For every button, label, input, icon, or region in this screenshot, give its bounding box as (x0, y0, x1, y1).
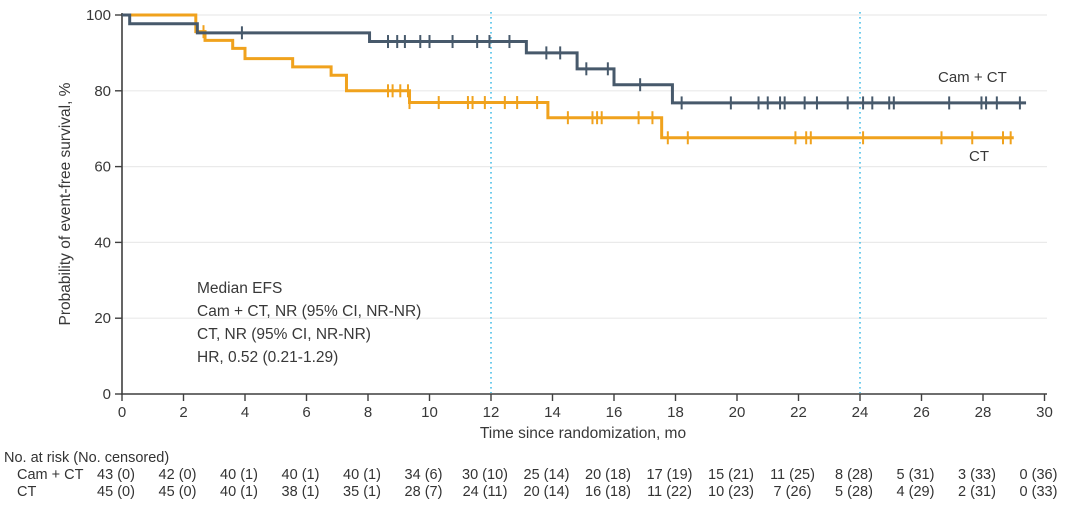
risk-value: 5 (28) (835, 484, 873, 500)
risk-value: 5 (31) (896, 467, 935, 483)
x-tick-label: 6 (302, 404, 310, 421)
annotation-line-1: Median EFS (197, 280, 283, 297)
risk-row-label: Cam + CT (17, 467, 84, 483)
y-tick-label: 60 (94, 159, 111, 176)
risk-value: 28 (7) (404, 484, 443, 500)
x-tick-label: 20 (729, 404, 746, 421)
risk-value: 40 (1) (343, 467, 381, 483)
risk-value: 45 (0) (97, 484, 135, 500)
risk-value: 40 (1) (281, 467, 320, 483)
risk-value: 43 (0) (97, 467, 135, 483)
y-tick-label: 40 (94, 234, 111, 251)
survival-curve (122, 13, 1014, 140)
x-tick-label: 28 (975, 404, 992, 421)
annotation-line-4: HR, 0.52 (0.21-1.29) (197, 349, 339, 366)
risk-value: 34 (6) (404, 467, 443, 483)
x-tick-label: 26 (913, 404, 930, 421)
risk-value: 16 (18) (585, 484, 631, 500)
series-label-cam-ct: Cam + CT (938, 69, 1007, 86)
annotation-line-3: CT, NR (95% CI, NR-NR) (197, 326, 371, 343)
risk-value: 15 (21) (708, 467, 754, 483)
risk-value: 8 (28) (835, 467, 873, 483)
risk-value: 0 (33) (1019, 484, 1058, 500)
risk-table-header: No. at risk (No. censored) (4, 450, 170, 466)
risk-value: 38 (1) (281, 484, 320, 500)
risk-value: 2 (31) (958, 484, 996, 500)
y-tick-label: 20 (94, 310, 111, 327)
x-tick-label: 30 (1036, 404, 1053, 421)
risk-value: 45 (0) (158, 484, 197, 500)
y-tick-label: 80 (94, 83, 111, 100)
x-tick-label: 16 (606, 404, 623, 421)
x-tick-label: 12 (483, 404, 500, 421)
risk-row-label: CT (17, 484, 37, 500)
x-tick-label: 22 (790, 404, 807, 421)
y-tick-label: 0 (103, 386, 111, 403)
x-tick-label: 14 (544, 404, 561, 421)
x-tick-label: 4 (241, 404, 249, 421)
survival-curve (122, 13, 1027, 105)
series-label-ct: CT (969, 148, 989, 165)
y-tick-label: 100 (86, 7, 111, 24)
risk-value: 3 (33) (958, 467, 996, 483)
x-tick-label: 24 (852, 404, 869, 421)
risk-value: 20 (18) (585, 467, 631, 483)
risk-value: 10 (23) (708, 484, 754, 500)
risk-value: 0 (36) (1019, 467, 1058, 483)
risk-value: 11 (22) (647, 484, 692, 500)
risk-value: 4 (29) (896, 484, 935, 500)
risk-value: 42 (0) (158, 467, 197, 483)
median-efs-annotation: Median EFS Cam + CT, NR (95% CI, NR-NR) … (197, 277, 421, 369)
risk-value: 17 (19) (646, 467, 693, 483)
annotation-line-2: Cam + CT, NR (95% CI, NR-NR) (197, 303, 422, 320)
risk-value: 35 (1) (343, 484, 381, 500)
risk-value: 25 (14) (523, 467, 570, 483)
risk-value: 24 (11) (462, 484, 508, 500)
risk-value: 40 (1) (220, 467, 258, 483)
x-tick-label: 2 (179, 404, 187, 421)
x-tick-label: 18 (667, 404, 684, 421)
x-axis-title: Time since randomization, mo (479, 425, 687, 442)
x-tick-label: 8 (364, 404, 372, 421)
risk-value: 30 (10) (462, 467, 508, 483)
risk-value: 20 (14) (523, 484, 570, 500)
risk-value: 7 (26) (773, 484, 812, 500)
risk-value: 11 (25) (770, 467, 815, 483)
x-tick-label: 10 (421, 404, 438, 421)
risk-value: 40 (1) (220, 484, 258, 500)
x-tick-label: 0 (118, 404, 126, 421)
